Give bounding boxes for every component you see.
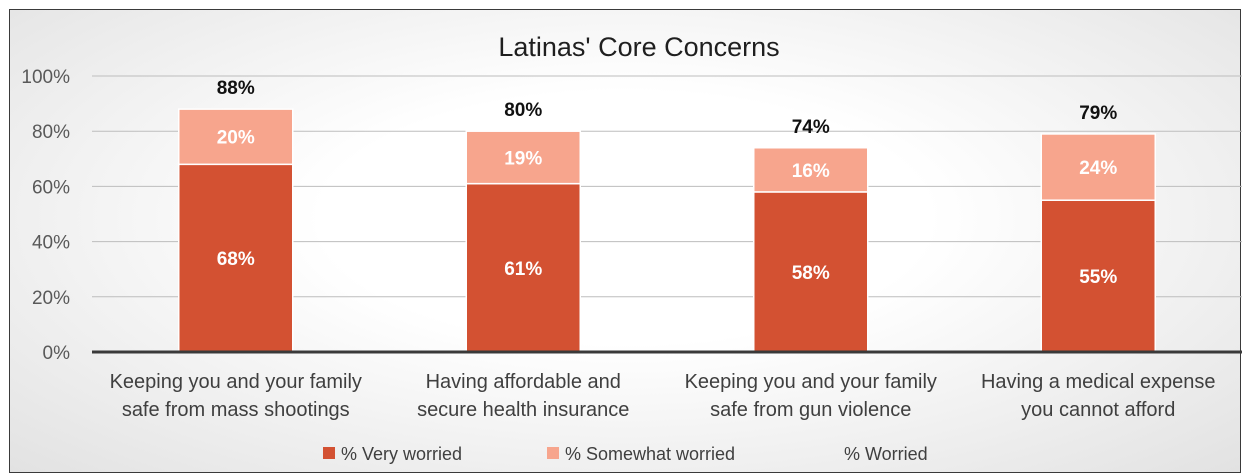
y-tick-label: 40% bbox=[32, 233, 70, 254]
bar-somewhat-worried bbox=[178, 108, 294, 166]
data-label-very-worried: 68% bbox=[217, 249, 255, 270]
y-tick-label: 80% bbox=[32, 122, 70, 143]
data-label-very-worried: 55% bbox=[1079, 267, 1117, 288]
x-category-label: Keeping you and your family bbox=[110, 371, 362, 393]
bars bbox=[178, 108, 1156, 353]
data-label-somewhat-worried: 24% bbox=[1079, 158, 1117, 179]
data-label-total-worried: 80% bbox=[504, 100, 542, 121]
y-tick-label: 100% bbox=[21, 67, 70, 88]
data-label-very-worried: 61% bbox=[504, 259, 542, 280]
y-tick-label: 20% bbox=[32, 288, 70, 309]
y-tick-label: 0% bbox=[43, 343, 71, 364]
x-category-label: you cannot afford bbox=[1021, 399, 1175, 421]
stacked-bar-chart: Latinas' Core Concerns 68% 20% 88% 61% 19% 80… bbox=[21, 32, 1242, 464]
data-label-somewhat-worried: 19% bbox=[504, 148, 542, 169]
x-category-label: Having affordable and bbox=[426, 371, 621, 393]
chart-frame: Latinas' Core Concerns 68% 20% 88% 61% 19% 80… bbox=[9, 9, 1242, 473]
data-label-total-worried: 79% bbox=[1079, 103, 1117, 124]
legend-swatch bbox=[547, 447, 559, 459]
data-labels: 68% 20% 88% 61% 19% 80% 58% 16% 74% 55% 24% 79% bbox=[217, 78, 1118, 288]
axes: 0% 20% 40% 60% 80% 100% Keeping you and your f… bbox=[21, 67, 1242, 421]
legend-label: % Somewhat worried bbox=[565, 444, 735, 464]
data-label-somewhat-worried: 20% bbox=[217, 128, 255, 149]
data-label-total-worried: 74% bbox=[792, 117, 830, 138]
data-label-very-worried: 58% bbox=[792, 263, 830, 284]
bar-very-worried bbox=[1040, 199, 1156, 353]
legend-swatch bbox=[323, 447, 335, 459]
x-category-label: secure health insurance bbox=[417, 399, 629, 421]
data-label-somewhat-worried: 16% bbox=[792, 161, 830, 182]
bar-somewhat-worried bbox=[1040, 133, 1156, 201]
x-category-label: Having a medical expense bbox=[981, 371, 1216, 393]
x-category-label: Keeping you and your family bbox=[685, 371, 937, 393]
legend-label: % Very worried bbox=[341, 444, 462, 464]
bar-very-worried bbox=[178, 163, 294, 353]
x-category-label: safe from mass shootings bbox=[122, 399, 350, 421]
bar-somewhat-worried bbox=[465, 130, 581, 185]
chart-title: Latinas' Core Concerns bbox=[498, 32, 779, 62]
y-tick-label: 60% bbox=[32, 177, 70, 198]
x-category-label: safe from gun violence bbox=[710, 399, 911, 421]
bar-somewhat-worried bbox=[753, 147, 869, 193]
legend-label: % Worried bbox=[844, 444, 928, 464]
legend: % Very worried % Somewhat worried % Worrie… bbox=[323, 444, 928, 464]
data-label-total-worried: 88% bbox=[217, 78, 255, 99]
